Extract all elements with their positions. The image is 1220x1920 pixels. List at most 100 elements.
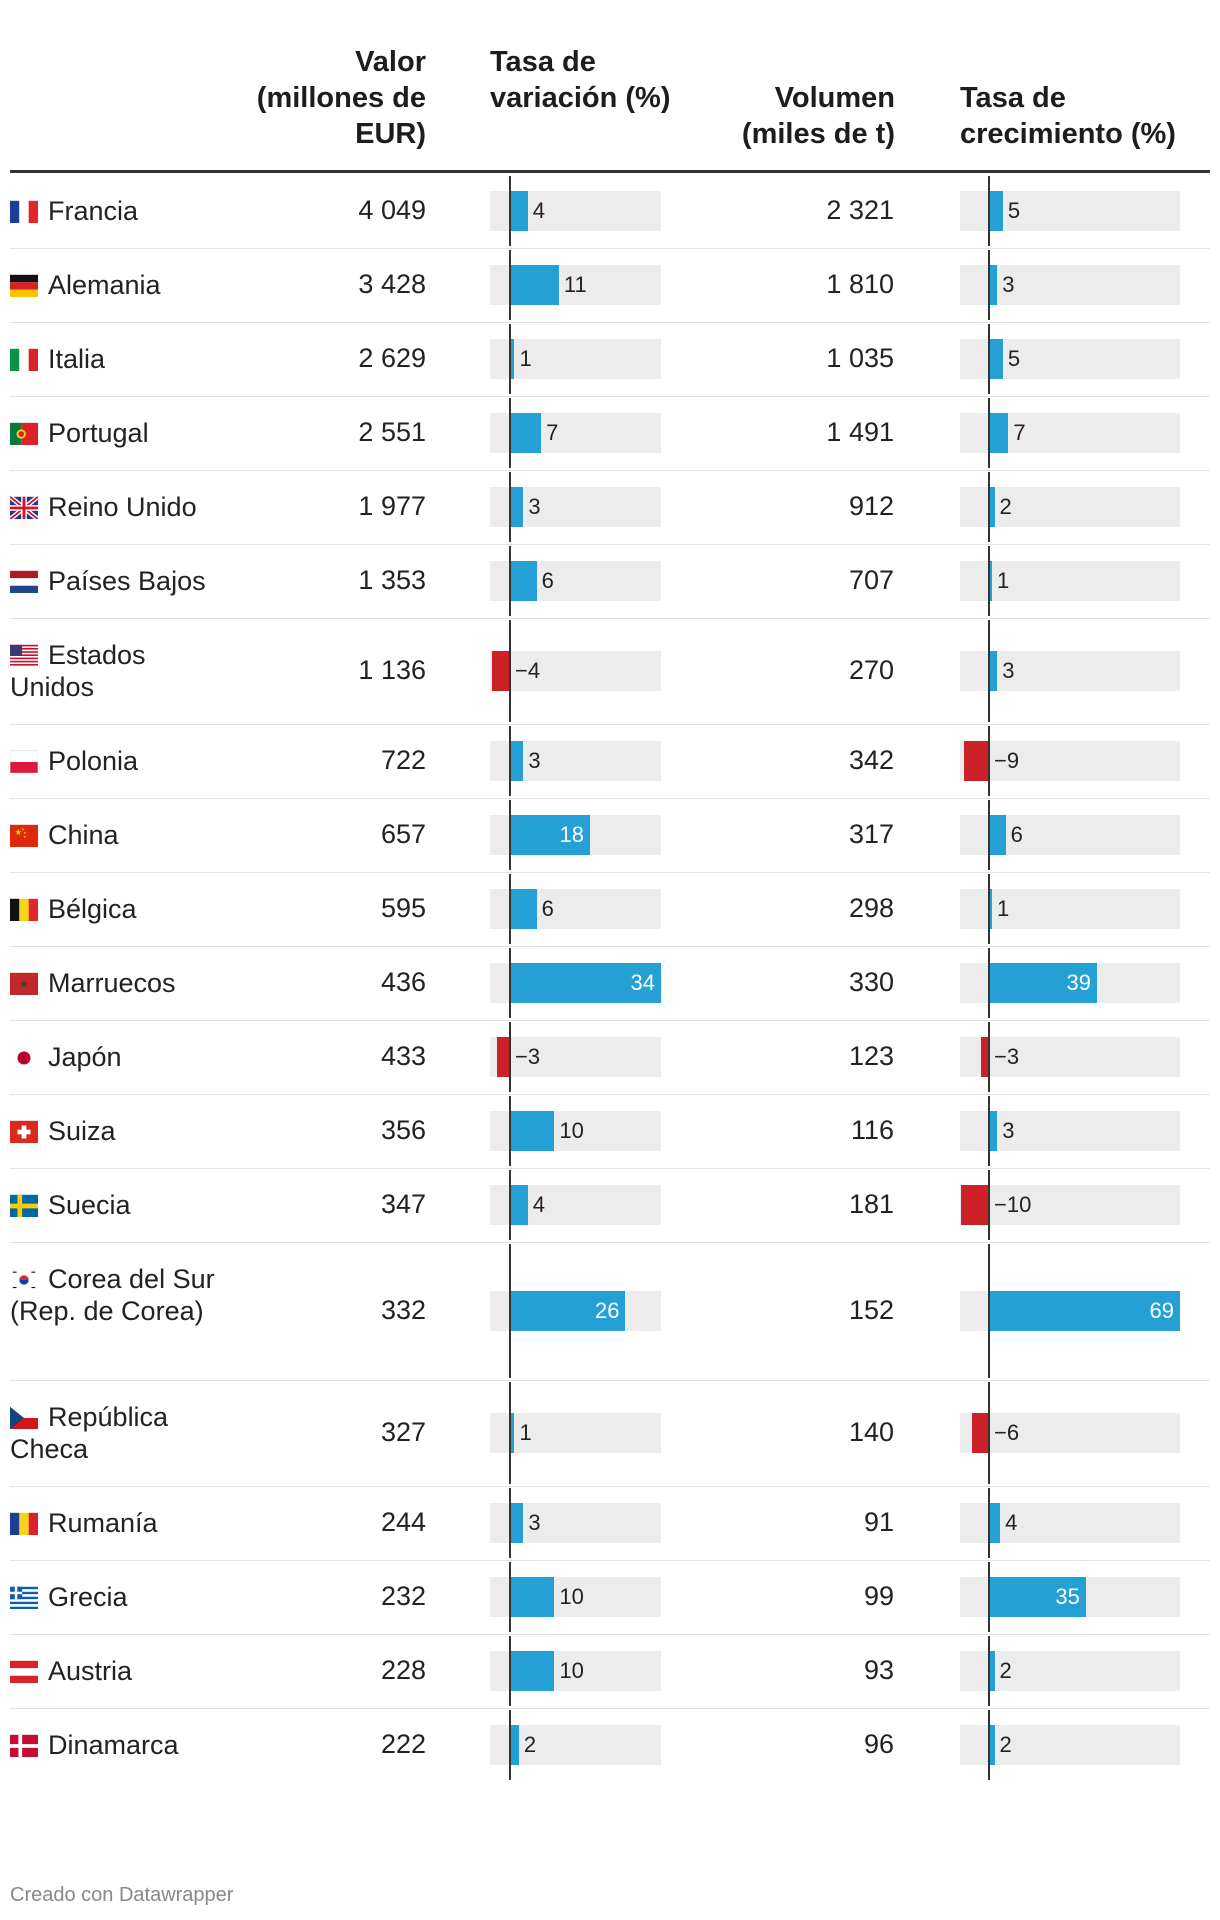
crecimiento-zero-axis — [988, 1244, 990, 1378]
volumen-cell: 342 — [848, 745, 894, 775]
variacion-zero-axis — [509, 472, 511, 542]
country-cell: Polonia — [10, 745, 215, 777]
row-divider — [10, 798, 1210, 799]
country-cell: Dinamarca — [10, 1729, 215, 1761]
svg-text:★: ★ — [23, 831, 27, 835]
variacion-bar-label: 18 — [559, 822, 584, 847]
volumen-cell: 330 — [848, 967, 894, 997]
variacion-zero-axis — [509, 874, 511, 944]
austria-flag-icon — [10, 1659, 38, 1683]
crecimiento-bar-label: 6 — [1010, 822, 1023, 847]
svg-text:★: ★ — [19, 980, 28, 991]
volumen-cell: 707 — [848, 565, 894, 595]
valor-cell: 232 — [380, 1581, 426, 1611]
romania-flag-icon — [10, 1511, 38, 1535]
row-divider — [10, 322, 1210, 323]
variacion-bar — [510, 339, 515, 379]
volumen-cell: 116 — [850, 1115, 894, 1145]
crecimiento-bar-track — [960, 487, 1180, 527]
crecimiento-bar — [989, 265, 998, 305]
crecimiento-bar-label: −3 — [994, 1044, 1020, 1069]
crecimiento-bar — [989, 191, 1003, 231]
country-cell: República Checa — [10, 1401, 215, 1465]
variacion-bar-track — [490, 1413, 661, 1453]
country-name: China — [48, 820, 119, 850]
valor-cell: 722 — [380, 745, 426, 775]
variacion-zero-axis — [509, 1022, 511, 1092]
valor-cell: 327 — [380, 1417, 426, 1447]
valor-cell: 595 — [380, 893, 426, 923]
japan-flag-icon — [10, 1045, 38, 1069]
variacion-bar-label: −4 — [515, 658, 541, 683]
crecimiento-bar-label: 5 — [1007, 198, 1021, 223]
variacion-bar — [510, 413, 542, 453]
variacion-bar — [510, 741, 524, 781]
country-cell: Japón — [10, 1041, 215, 1073]
crecimiento-bar — [989, 413, 1009, 453]
country-cell: Bélgica — [10, 893, 215, 925]
variacion-bar — [510, 1725, 519, 1765]
valor-cell: 1 977 — [358, 491, 426, 521]
portugal-flag-icon — [10, 421, 38, 445]
belgium-flag-icon — [10, 897, 38, 921]
volumen-cell: 1 035 — [826, 343, 894, 373]
variacion-bar — [492, 651, 510, 691]
crecimiento-bar-label: 2 — [999, 1732, 1012, 1757]
crecimiento-zero-axis — [988, 620, 990, 722]
crecimiento-bar — [961, 1185, 989, 1225]
variacion-bar-label: 6 — [541, 896, 554, 921]
country-name: Italia — [48, 344, 106, 374]
country-name: Francia — [48, 196, 139, 226]
country-name: Bélgica — [48, 894, 137, 924]
variacion-bar-track — [490, 651, 661, 691]
volumen-cell: 93 — [863, 1655, 894, 1685]
variacion-zero-axis — [509, 176, 511, 246]
variacion-zero-axis — [509, 250, 511, 320]
crecimiento-bar — [972, 1413, 989, 1453]
country-name: Suiza — [48, 1116, 116, 1146]
variacion-bar-label: 2 — [523, 1732, 537, 1757]
country-name: Austria — [48, 1656, 133, 1686]
header-tasa-crecimiento: Tasa de crecimiento (%) — [960, 82, 1176, 150]
row-divider — [10, 1634, 1210, 1635]
valor-cell: 436 — [380, 967, 426, 997]
crecimiento-bar-track — [960, 889, 1180, 929]
row-divider — [10, 470, 1210, 471]
crecimiento-bar-label: 5 — [1007, 346, 1021, 371]
crecimiento-bar — [989, 651, 998, 691]
crecimiento-zero-axis — [988, 1022, 990, 1092]
crecimiento-bar-track — [960, 1185, 1180, 1225]
valor-cell: 657 — [380, 819, 426, 849]
header-valor: Valor (millones de EUR) — [256, 46, 426, 150]
crecimiento-zero-axis — [988, 1096, 990, 1166]
variacion-bar — [510, 1577, 555, 1617]
country-name: Reino Unido — [48, 492, 197, 522]
valor-cell: 347 — [380, 1189, 426, 1219]
volumen-cell: 91 — [863, 1507, 894, 1537]
variacion-bar — [510, 265, 559, 305]
country-cell: Suiza — [10, 1115, 215, 1147]
crecimiento-bar-label: 4 — [1005, 1510, 1018, 1535]
row-divider — [10, 1708, 1210, 1709]
volumen-cell: 270 — [848, 655, 894, 685]
crecimiento-bar — [989, 1111, 998, 1151]
south-korea-flag-icon — [10, 1267, 38, 1291]
header-volumen: Volumen (miles de t) — [741, 82, 895, 150]
country-cell: ★ ★ ★ ★ China — [10, 819, 215, 851]
country-cell: Países Bajos — [10, 565, 215, 597]
country-name: Países Bajos — [48, 566, 206, 596]
variacion-bar — [496, 1037, 510, 1077]
volumen-cell: 2 321 — [826, 195, 894, 225]
svg-text:★: ★ — [21, 827, 25, 831]
variacion-bar — [510, 1291, 626, 1331]
crecimiento-zero-axis — [988, 874, 990, 944]
crecimiento-zero-axis — [988, 398, 990, 468]
variacion-zero-axis — [509, 1244, 511, 1378]
variacion-bar — [510, 1503, 524, 1543]
variacion-zero-axis — [509, 800, 511, 870]
country-name: Dinamarca — [48, 1730, 179, 1760]
variacion-bar-label: 7 — [546, 420, 559, 445]
row-divider — [10, 1094, 1210, 1095]
crecimiento-zero-axis — [988, 1382, 990, 1484]
country-cell: Grecia — [10, 1581, 215, 1613]
